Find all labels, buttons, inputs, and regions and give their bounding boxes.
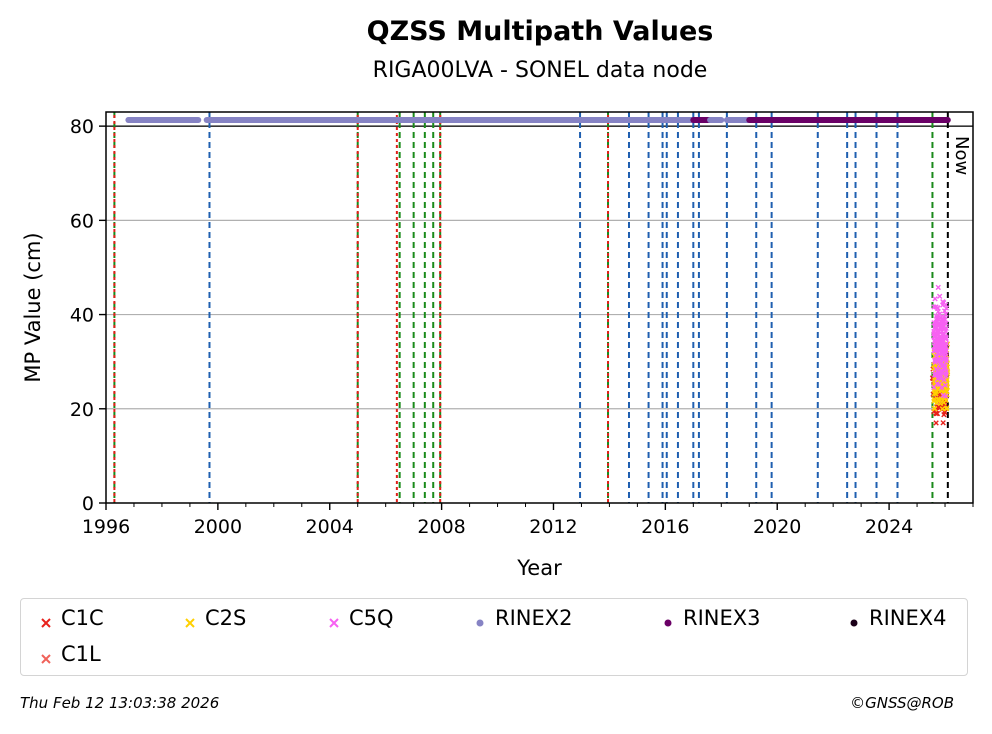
- point-c5q: [931, 384, 937, 391]
- point-c5q: [935, 308, 941, 315]
- x-tick-label-2: 2004: [306, 516, 354, 538]
- point-c1c: [940, 420, 946, 426]
- event-lines: [113, 112, 949, 503]
- point-c5q: [931, 304, 937, 310]
- point-c5q: [943, 393, 949, 399]
- point-c5q: [941, 308, 948, 314]
- point-c5q: [939, 385, 945, 391]
- point-c5q: [932, 296, 938, 302]
- y-tick-label-0: 0: [82, 493, 94, 515]
- point-c5q: [931, 338, 938, 344]
- now-label: Now: [951, 136, 972, 175]
- point-c1c: [934, 410, 941, 417]
- series-c5q: [931, 284, 950, 399]
- y-tick-label-3: 60: [70, 210, 94, 232]
- legend-label-rinex2: RINEX2: [495, 606, 573, 630]
- point-c5q: [940, 299, 947, 306]
- point-c5q: [935, 357, 942, 363]
- x-tick-label-0: 1996: [82, 516, 130, 538]
- legend-marker-c2s: [183, 611, 197, 628]
- point-c5q: [932, 348, 938, 354]
- point-c5q: [939, 319, 945, 325]
- point-c5q: [941, 331, 947, 338]
- x-tick-label-1: 2000: [194, 516, 242, 538]
- point-c1c: [936, 404, 942, 410]
- y-tick-label-1: 20: [70, 399, 94, 421]
- legend-item-c2s: C2S: [183, 605, 246, 631]
- x-axis-label: Year: [516, 556, 562, 580]
- x-tick-label-3: 2008: [417, 516, 465, 538]
- y-axis-label: MP Value (cm): [21, 232, 45, 382]
- point-c5q: [937, 315, 944, 321]
- point-c2s: [931, 406, 938, 412]
- footer-credit: ©GNSS@ROB: [850, 694, 954, 712]
- point-c5q: [941, 377, 947, 383]
- point-c2s: [931, 396, 937, 402]
- legend-label-c5q: C5Q: [349, 606, 394, 630]
- point-c1c: [933, 411, 939, 417]
- plot-frame: [105, 111, 974, 504]
- legend-marker-c1l: [39, 647, 53, 664]
- x-tick-label-4: 2012: [529, 516, 577, 538]
- x-tick-label-6: 2020: [753, 516, 801, 538]
- chart-title: QZSS Multipath Values: [366, 16, 714, 47]
- point-c5q: [943, 320, 949, 326]
- point-c5q: [943, 325, 949, 332]
- point-c5q: [933, 353, 940, 359]
- legend-label-rinex3: RINEX3: [683, 606, 761, 630]
- point-c2s: [938, 396, 945, 402]
- point-c2s: [944, 405, 950, 411]
- point-c5q: [933, 313, 940, 319]
- point-c5q: [941, 357, 947, 363]
- point-c5q: [935, 284, 941, 291]
- point-c5q: [936, 375, 943, 381]
- legend-marker-rinex2: [473, 611, 487, 627]
- point-c5q: [937, 370, 944, 376]
- y-tick-label-4: 80: [70, 116, 94, 138]
- legend-label-c1c: C1C: [61, 606, 104, 630]
- chart-subtitle: RIGA00LVA - SONEL data node: [372, 58, 708, 83]
- legend-marker-rinex4: [847, 611, 861, 627]
- point-c5q: [940, 361, 947, 368]
- footer-timestamp: Thu Feb 12 13:03:38 2026: [20, 694, 220, 712]
- legend: C1C C2S C5Q RINEX2 RINEX3 RINEX4 C1L: [20, 598, 968, 676]
- point-c5q: [938, 325, 944, 331]
- point-c5q: [942, 343, 948, 349]
- point-c5q: [933, 324, 939, 330]
- legend-item-c5q: C5Q: [327, 605, 394, 631]
- point-c5q: [942, 366, 948, 373]
- legend-label-c1l: C1L: [61, 642, 101, 666]
- legend-item-rinex3: RINEX3: [661, 605, 761, 631]
- legend-item-rinex4: RINEX4: [847, 605, 947, 631]
- legend-label-rinex4: RINEX4: [869, 606, 947, 630]
- x-tick-label-7: 2024: [865, 516, 913, 538]
- point-c2s: [933, 391, 939, 397]
- point-c5q: [933, 366, 939, 372]
- point-c5q: [931, 334, 937, 340]
- point-c5q: [942, 382, 949, 388]
- point-c5q: [943, 305, 950, 311]
- point-c5q: [943, 311, 949, 317]
- legend-label-c2s: C2S: [205, 606, 247, 630]
- point-c2s: [933, 400, 940, 406]
- chart-plot: 0 20 40 60 80 1996 2000 2004 2008 2012 2016 2020 202…: [21, 111, 974, 580]
- legend-marker-c1c: [39, 611, 53, 628]
- point-c2s: [939, 406, 946, 412]
- point-c5q: [934, 339, 940, 345]
- y-tick-label-2: 40: [70, 305, 94, 327]
- legend-item-c1l: C1L: [39, 641, 101, 667]
- point-c1c: [933, 420, 939, 426]
- x-tick-label-5: 2016: [641, 516, 689, 538]
- point-c5q: [932, 359, 939, 366]
- grid-layer: [106, 125, 973, 410]
- legend-marker-rinex3: [661, 611, 675, 627]
- data-points: [929, 284, 951, 426]
- legend-item-rinex2: RINEX2: [473, 605, 573, 631]
- point-c2s: [942, 389, 949, 395]
- legend-marker-c5q: [327, 611, 341, 628]
- axes: 0 20 40 60 80 1996 2000 2004 2008 2012 2016 2020 202…: [70, 111, 974, 538]
- point-c5q: [936, 293, 943, 300]
- legend-item-c1c: C1C: [39, 605, 104, 631]
- point-c5q: [931, 372, 938, 378]
